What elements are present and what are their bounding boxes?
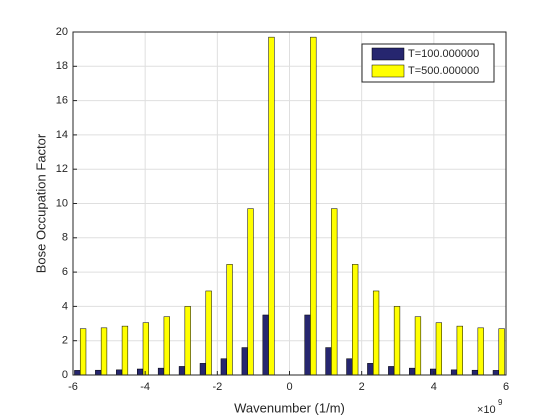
y-tick-label: 14 bbox=[56, 129, 68, 141]
x-tick-label: 2 bbox=[359, 381, 365, 393]
bar bbox=[409, 367, 416, 376]
bar bbox=[100, 327, 108, 376]
bar bbox=[367, 363, 374, 376]
x-tick-label: 0 bbox=[286, 381, 292, 393]
bar bbox=[184, 306, 191, 376]
legend-label: T=100.000000 bbox=[408, 48, 479, 60]
bar bbox=[247, 208, 254, 376]
y-tick-label: 12 bbox=[56, 163, 68, 175]
bar bbox=[429, 368, 437, 376]
x-tick-label: -4 bbox=[140, 381, 150, 393]
y-tick-label: 8 bbox=[62, 232, 68, 244]
bar bbox=[163, 316, 170, 376]
y-tick-label: 2 bbox=[62, 335, 68, 347]
bar bbox=[325, 347, 332, 376]
legend: T=100.000000 T=500.000000 bbox=[361, 43, 495, 83]
bar bbox=[157, 367, 165, 376]
bars bbox=[74, 36, 505, 376]
y-tick-label: 10 bbox=[56, 197, 68, 209]
x-tick-label: 6 bbox=[503, 381, 509, 393]
bar bbox=[95, 369, 102, 376]
y-tick-label: 6 bbox=[62, 266, 68, 278]
bar bbox=[331, 208, 338, 376]
bar bbox=[74, 370, 81, 376]
bar bbox=[220, 358, 227, 376]
bar bbox=[471, 369, 479, 376]
bar bbox=[310, 36, 317, 376]
legend-swatch bbox=[371, 64, 405, 78]
y-tick-label: 18 bbox=[56, 60, 68, 72]
bar bbox=[477, 327, 484, 376]
x-tick-label: -6 bbox=[68, 381, 78, 393]
bar bbox=[268, 36, 275, 376]
bar bbox=[205, 290, 212, 376]
bar bbox=[498, 328, 505, 376]
bar bbox=[346, 358, 353, 376]
bar bbox=[199, 363, 207, 376]
bar bbox=[121, 325, 129, 376]
bar bbox=[136, 368, 144, 376]
bar bbox=[262, 314, 269, 376]
legend-label: T=500.000000 bbox=[408, 65, 479, 77]
bar bbox=[456, 325, 463, 376]
y-axis-label: Bose Occupation Factor bbox=[33, 133, 48, 273]
bar bbox=[116, 369, 123, 376]
bar bbox=[226, 264, 233, 376]
bar bbox=[414, 316, 422, 376]
bar bbox=[178, 366, 186, 376]
bar bbox=[142, 322, 150, 376]
bar bbox=[241, 347, 248, 376]
y-tick-label: 20 bbox=[56, 26, 68, 38]
y-tick-label: 16 bbox=[56, 95, 68, 107]
bar bbox=[304, 314, 311, 376]
bar bbox=[79, 328, 87, 376]
x-multiplier-base: ×10 bbox=[477, 404, 496, 416]
bar bbox=[352, 264, 359, 376]
y-tick-label: 0 bbox=[62, 369, 68, 381]
bar bbox=[372, 290, 380, 376]
bar bbox=[450, 369, 458, 376]
bar bbox=[393, 306, 401, 376]
bar bbox=[492, 370, 500, 376]
legend-swatch bbox=[371, 47, 405, 61]
x-tick-label: 4 bbox=[431, 381, 437, 393]
x-axis-label: Wavenumber (1/m) bbox=[234, 400, 345, 415]
x-tick-label: -2 bbox=[212, 381, 222, 393]
bar bbox=[435, 322, 443, 376]
bar bbox=[388, 366, 395, 376]
x-multiplier-exponent: 9 bbox=[498, 398, 503, 407]
ticks: -6 -4 -2 0 2 4 6 0 2 4 6 8 10 12 14 16 18 20 bbox=[56, 26, 509, 393]
y-tick-label: 4 bbox=[62, 300, 68, 312]
